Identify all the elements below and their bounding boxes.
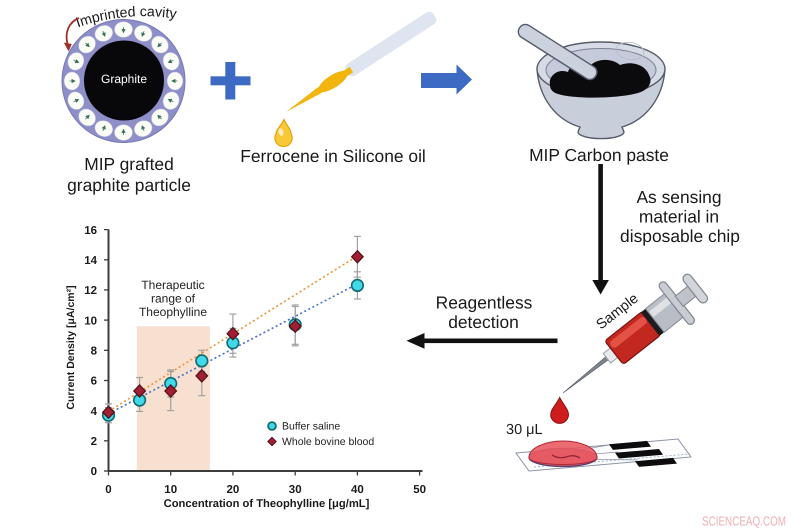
svg-text:MIP Carbon paste: MIP Carbon paste (529, 145, 669, 165)
svg-text:16: 16 (84, 225, 97, 237)
svg-text:Graphite: Graphite (101, 72, 147, 86)
svg-text:0: 0 (91, 466, 97, 478)
svg-text:50: 50 (413, 484, 426, 496)
svg-text:MIP grafted: MIP grafted (84, 154, 174, 174)
svg-text:disposable chip: disposable chip (620, 226, 740, 246)
svg-text:range of: range of (151, 292, 196, 306)
svg-text:12: 12 (84, 285, 97, 297)
svg-text:10: 10 (164, 484, 177, 496)
svg-text:Therapeutic: Therapeutic (141, 278, 204, 292)
svg-text:8: 8 (91, 346, 98, 358)
svg-text:30: 30 (289, 484, 302, 496)
svg-text:6: 6 (91, 376, 97, 388)
svg-text:14: 14 (84, 255, 97, 267)
svg-text:Whole bovine blood: Whole bovine blood (282, 436, 374, 448)
svg-text:detection: detection (448, 312, 519, 332)
svg-text:0: 0 (105, 484, 111, 496)
svg-text:Current Density [μA/cm²]: Current Density [μA/cm²] (65, 285, 77, 409)
svg-text:graphite particle: graphite particle (67, 175, 191, 195)
svg-text:30 μL: 30 μL (506, 422, 543, 438)
svg-text:Reagentless: Reagentless (436, 293, 533, 313)
svg-text:2: 2 (91, 436, 97, 448)
svg-text:Concentration of Theophylline: Concentration of Theophylline [μg/mL] (164, 498, 370, 510)
svg-text:SCIENCEAQ.COM: SCIENCEAQ.COM (702, 514, 786, 529)
svg-text:As sensing: As sensing (636, 187, 721, 207)
svg-text:10: 10 (84, 315, 97, 327)
svg-text:40: 40 (351, 484, 364, 496)
svg-text:Ferrocene in Silicone oil: Ferrocene in Silicone oil (240, 146, 426, 166)
svg-text:material in: material in (639, 207, 719, 227)
svg-text:Buffer saline: Buffer saline (282, 421, 340, 433)
svg-text:4: 4 (91, 406, 98, 418)
svg-text:Theophylline: Theophylline (139, 305, 207, 319)
svg-text:20: 20 (227, 484, 240, 496)
